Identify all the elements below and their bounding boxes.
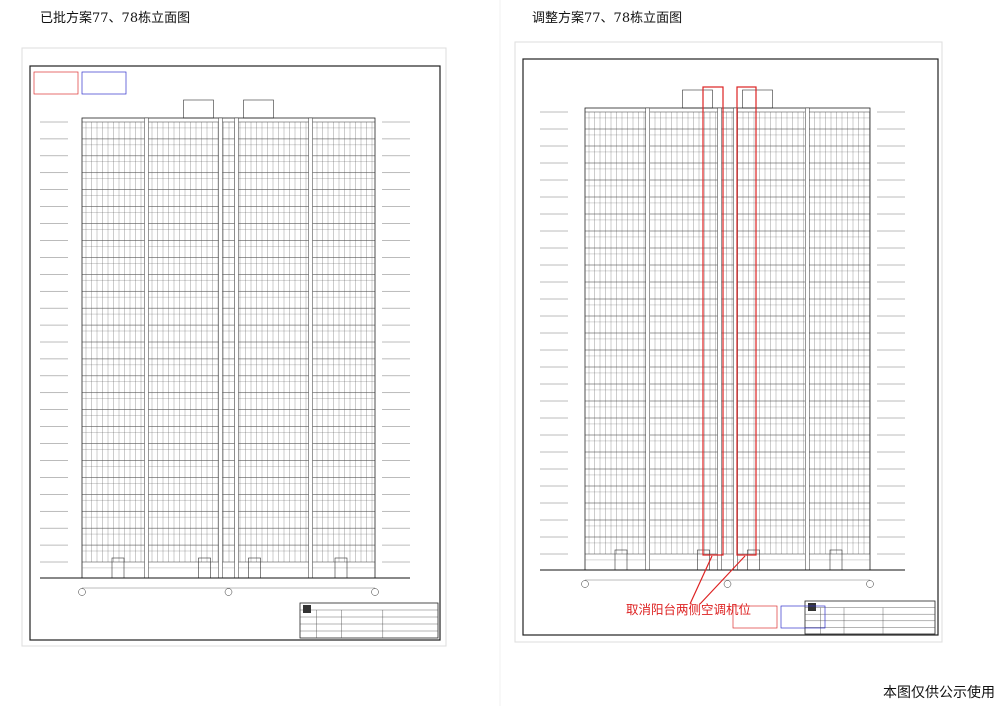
left-drawing xyxy=(33,71,439,639)
right-sheet xyxy=(514,41,943,643)
stamp xyxy=(81,71,127,95)
footer-note: 本图仅供公示使用 xyxy=(883,684,995,701)
axis-bubble xyxy=(723,580,732,588)
title-block xyxy=(299,602,439,639)
axis-bubble xyxy=(866,580,874,588)
left-title: 已批方案77、78栋立面图 xyxy=(40,10,190,26)
left-frame xyxy=(29,65,441,641)
left-sheet xyxy=(21,47,447,647)
axis-bubble xyxy=(224,588,233,596)
red-markup xyxy=(689,86,757,605)
right-title: 调整方案77、78栋立面图 xyxy=(532,10,682,26)
stamp xyxy=(732,605,778,629)
column xyxy=(234,117,239,579)
axis-bubble xyxy=(371,588,379,596)
leader-line xyxy=(689,555,713,605)
right-frame xyxy=(522,58,939,636)
stamp xyxy=(780,605,826,629)
axis-bubble xyxy=(581,580,589,588)
title-block xyxy=(804,600,936,635)
logo xyxy=(303,605,311,613)
column xyxy=(144,117,149,579)
leader-line xyxy=(699,555,746,605)
logo xyxy=(808,603,816,611)
stamp xyxy=(33,71,79,95)
highlight-box xyxy=(702,86,724,556)
column xyxy=(645,107,650,571)
axis-bubble xyxy=(78,588,86,596)
right-drawing xyxy=(540,89,936,635)
column xyxy=(717,107,722,571)
highlight-box xyxy=(736,86,757,556)
annotation: 取消阳台两侧空调机位 xyxy=(626,602,751,617)
column xyxy=(308,117,313,579)
column xyxy=(805,107,810,571)
column xyxy=(218,117,223,579)
